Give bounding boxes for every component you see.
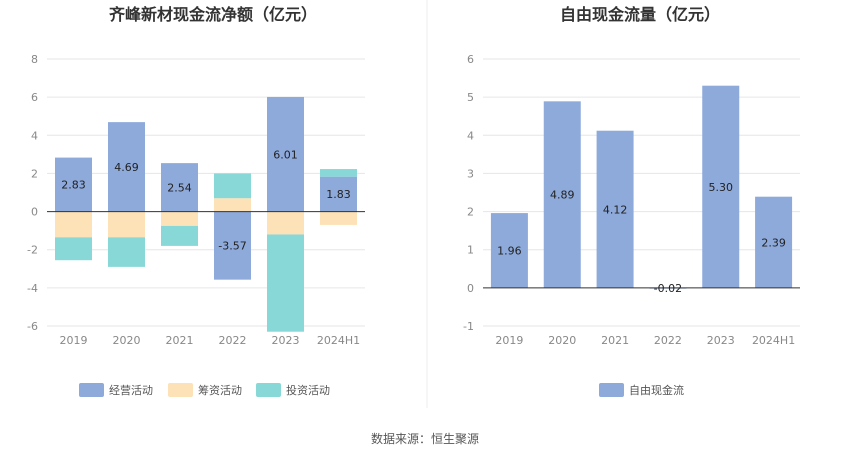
data-label: 4.12 [603,203,628,216]
x-tick-label: 2020 [548,334,576,347]
y-tick-label: 4 [31,129,38,142]
x-tick-label: 2022 [219,334,247,347]
source-note: 数据来源：恒生聚源 [371,431,479,446]
y-tick-label: -1 [463,320,474,333]
y-tick-label: 6 [467,53,474,66]
legend-swatch [256,383,281,397]
free-cash-flow-chart: 自由现金流量（亿元） 6 5 4 3 2 1 0 -1 2019 2020 2021 2022 2023 2… [463,5,800,397]
bar [214,211,251,280]
bar [161,211,198,226]
bar [490,213,528,288]
y-tick-label: 5 [467,91,474,104]
data-label: -0.02 [654,282,682,295]
x-tick-label: 2019 [495,334,523,347]
data-label: 2.39 [761,236,786,249]
legend-label: 自由现金流 [629,383,684,397]
bar [55,237,92,261]
x-tick-label: 2020 [113,334,141,347]
bar [214,173,251,199]
bar [267,211,304,235]
bar [755,196,793,288]
legend-label: 投资活动 [286,383,330,397]
x-tick-label: 2024H1 [317,334,360,347]
data-label: 2.83 [61,179,86,192]
x-tick-label: 2021 [166,334,194,347]
y-tick-label: -4 [27,282,38,295]
x-tick-label: 2022 [654,334,682,347]
y-tick-label: -6 [27,320,38,333]
cash-flow-net-chart: 齐峰新材现金流净额（亿元） 8 6 4 2 0 -2 -4 -6 2019 2020 2021 2022… [27,5,365,397]
y-tick-label: 6 [31,91,38,104]
bar [320,211,357,225]
bar [267,234,304,332]
bar [108,122,145,212]
bar [55,157,92,212]
bar [55,211,92,238]
bar [702,85,740,288]
y-tick-label: 0 [31,206,38,219]
bar [320,169,357,177]
bar [108,237,145,267]
x-tick-label: 2019 [60,334,88,347]
legend-swatch [599,383,624,397]
bar [108,211,145,238]
bar [320,176,357,212]
chart-title: 齐峰新材现金流净额（亿元） [109,5,317,24]
y-tick-label: 0 [467,282,474,295]
x-tick-label: 2023 [272,334,300,347]
x-tick-label: 2021 [601,334,629,347]
y-tick-label: -2 [27,244,38,257]
y-tick-label: 1 [467,244,474,257]
y-tick-label: 3 [467,167,474,180]
y-tick-label: 4 [467,129,474,142]
y-tick-label: 2 [467,206,474,219]
x-tick-label: 2023 [707,334,735,347]
bar [543,101,581,288]
data-label: 6.01 [273,148,298,161]
y-tick-label: 8 [31,53,38,66]
bar [161,163,198,212]
x-tick-label: 2024H1 [752,334,795,347]
data-label: 1.83 [326,188,351,201]
data-label: -3.57 [218,240,246,253]
y-tick-label: 2 [31,167,38,180]
legend-label: 筹资活动 [198,383,242,397]
legend-label: 经营活动 [109,383,153,397]
bar [267,96,304,212]
data-label: 2.54 [167,181,192,194]
bar [214,198,251,212]
data-label: 4.69 [114,161,139,174]
legend-swatch [79,383,104,397]
legend-swatch [168,383,193,397]
chart-title: 自由现金流量（亿元） [560,5,720,24]
data-label: 5.30 [709,181,734,194]
bar [596,130,634,288]
data-label: 1.96 [497,244,522,257]
data-label: 4.89 [550,189,575,202]
bar [161,225,198,246]
